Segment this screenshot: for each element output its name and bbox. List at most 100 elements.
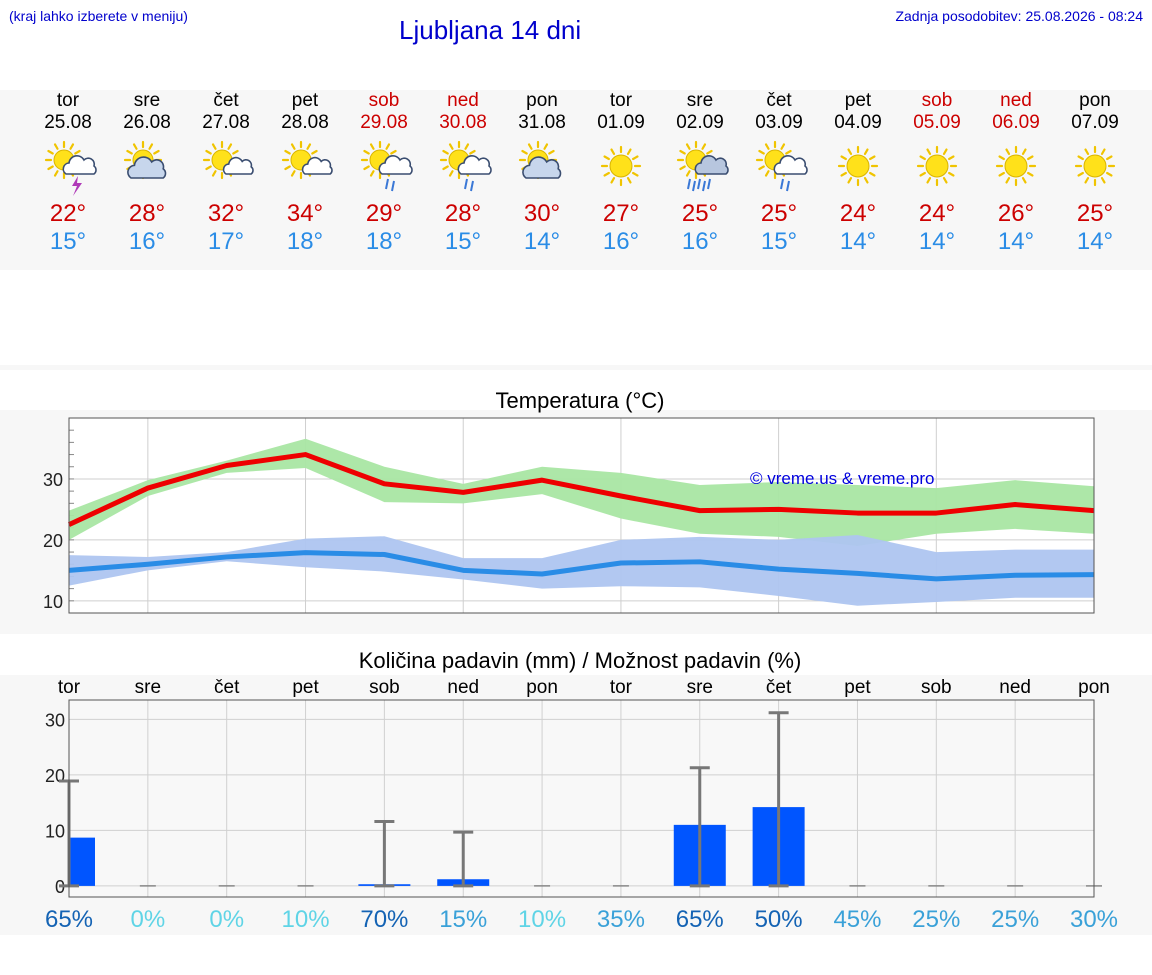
day-date: 04.09: [834, 112, 882, 133]
y-tick-label: 30: [43, 470, 63, 490]
daily-forecast-strip: tor 25.08 22° 15° sre 26.08 28° 16° čet 27.08 32° 1…: [0, 90, 1152, 270]
temperature-chart-title: Temperatura (°C): [495, 388, 665, 413]
precip-probability: 65%: [45, 906, 93, 933]
max-temperature: 32°: [207, 200, 245, 227]
sun-small-cloud-icon: [281, 140, 333, 180]
day-name: pon: [1079, 90, 1111, 111]
day-date: 26.08: [123, 112, 171, 133]
day-column: tor 25.08 22° 15°: [29, 90, 107, 256]
day-date: 01.09: [597, 112, 645, 133]
precip-probability: 15%: [439, 906, 487, 933]
divider-strip: [0, 365, 1152, 370]
day-name: čet: [766, 90, 792, 111]
x-day-label: ned: [999, 677, 1031, 698]
sun-cloud-rain-icon: [755, 140, 808, 192]
precip-probability: 70%: [360, 906, 408, 933]
day-date: 05.09: [913, 112, 961, 133]
day-column: čet 27.08 32° 17°: [187, 90, 265, 256]
precip-probability: 65%: [676, 906, 724, 933]
min-temperature: 16°: [128, 228, 166, 255]
min-temperature: 15°: [760, 228, 798, 255]
max-temperature: 26°: [997, 200, 1035, 227]
min-temperature: 14°: [918, 228, 956, 255]
max-temperature: 25°: [760, 200, 798, 227]
max-temperature: 25°: [1076, 200, 1114, 227]
day-column: sre 26.08 28° 16°: [108, 90, 186, 256]
day-name: sre: [133, 90, 161, 111]
y-tick-label: 30: [45, 710, 65, 730]
precip-probability: 30%: [1070, 906, 1118, 933]
max-temp-range-band: [69, 438, 1094, 546]
x-day-label: ned: [447, 677, 479, 698]
day-date: 27.08: [202, 112, 250, 133]
day-name: pon: [526, 90, 558, 111]
day-date: 30.08: [439, 112, 487, 133]
min-temperature: 15°: [49, 228, 87, 255]
plot-frame: [68, 699, 1095, 898]
min-temperature-line: [68, 550, 1095, 582]
precip-bar: [69, 837, 95, 886]
day-column: sre 02.09 25° 16°: [661, 90, 739, 256]
day-name: ned: [1000, 90, 1032, 111]
day-column: pon 07.09 25° 14°: [1056, 90, 1134, 256]
max-temperature: 28°: [128, 200, 166, 227]
max-temperature: 24°: [918, 200, 956, 227]
day-date: 25.08: [44, 112, 92, 133]
sun-icon: [1074, 145, 1116, 187]
day-column: pet 28.08 34° 18°: [266, 90, 344, 256]
min-temperature: 16°: [602, 228, 640, 255]
day-column: čet 03.09 25° 15°: [740, 90, 818, 256]
min-temperature: 18°: [365, 228, 403, 255]
plot-frame: [68, 417, 1095, 614]
y-tick-label: 10: [45, 821, 65, 841]
x-day-label: pon: [526, 677, 558, 698]
day-name: tor: [56, 90, 80, 111]
location-menu-hint: (kraj lahko izberete v meniju): [9, 8, 188, 24]
day-column: pet 04.09 24° 14°: [819, 90, 897, 256]
x-day-label: tor: [610, 677, 633, 698]
sun-cloud-rain-icon: [360, 140, 413, 192]
last-updated: Zadnja posodobitev: 25.08.2026 - 08:24: [895, 8, 1143, 24]
precip-probability: 45%: [833, 906, 881, 933]
min-temperature: 15°: [444, 228, 482, 255]
day-date: 03.09: [755, 112, 803, 133]
day-date: 29.08: [360, 112, 408, 133]
day-date: 28.08: [281, 112, 329, 133]
copyright-watermark: © vreme.us & vreme.pro: [750, 469, 934, 488]
sun-icon: [837, 145, 879, 187]
min-temperature: 17°: [207, 228, 245, 255]
x-day-label: sob: [921, 677, 952, 698]
sun-cloud-thunder-icon: [44, 140, 97, 196]
x-day-label: sre: [687, 677, 713, 698]
x-day-label: pon: [1078, 677, 1110, 698]
sun-cloud-icon: [123, 140, 167, 180]
x-day-label: pet: [292, 677, 319, 698]
sun-icon: [995, 145, 1037, 187]
sun-icon: [600, 145, 642, 187]
page-title: Ljubljana 14 dni: [399, 15, 582, 45]
x-day-label: tor: [58, 677, 81, 698]
temperature-chart: 10 20 30 © vreme.us & vreme.pro: [43, 417, 1095, 614]
min-temperature: 16°: [681, 228, 719, 255]
precip-probability: 0%: [209, 906, 244, 933]
last-updated-label: Zadnja posodobitev:: [895, 8, 1022, 24]
day-name: sob: [921, 90, 953, 111]
min-temperature: 14°: [997, 228, 1035, 255]
day-name: sob: [368, 90, 400, 111]
day-date: 02.09: [676, 112, 724, 133]
y-tick-label: 20: [45, 766, 65, 786]
y-tick-label: 10: [43, 592, 63, 612]
min-temperature: 14°: [839, 228, 877, 255]
precip-probability: 50%: [755, 906, 803, 933]
forecast-strip-bg: [0, 90, 1152, 270]
day-name: čet: [213, 90, 239, 111]
day-column: ned 06.09 26° 14°: [977, 90, 1055, 256]
sun-cloud-heavy-rain-icon: [676, 140, 729, 192]
max-temperature: 22°: [49, 200, 87, 227]
precipitation-chart: 0102030torsrečetpetsobnedpontorsrečetpet…: [45, 677, 1118, 933]
max-temperature: 28°: [444, 200, 482, 227]
sun-cloud-rain-icon: [439, 140, 492, 192]
sun-small-cloud-icon: [202, 140, 254, 180]
day-date: 06.09: [992, 112, 1040, 133]
x-day-label: čet: [766, 677, 792, 698]
